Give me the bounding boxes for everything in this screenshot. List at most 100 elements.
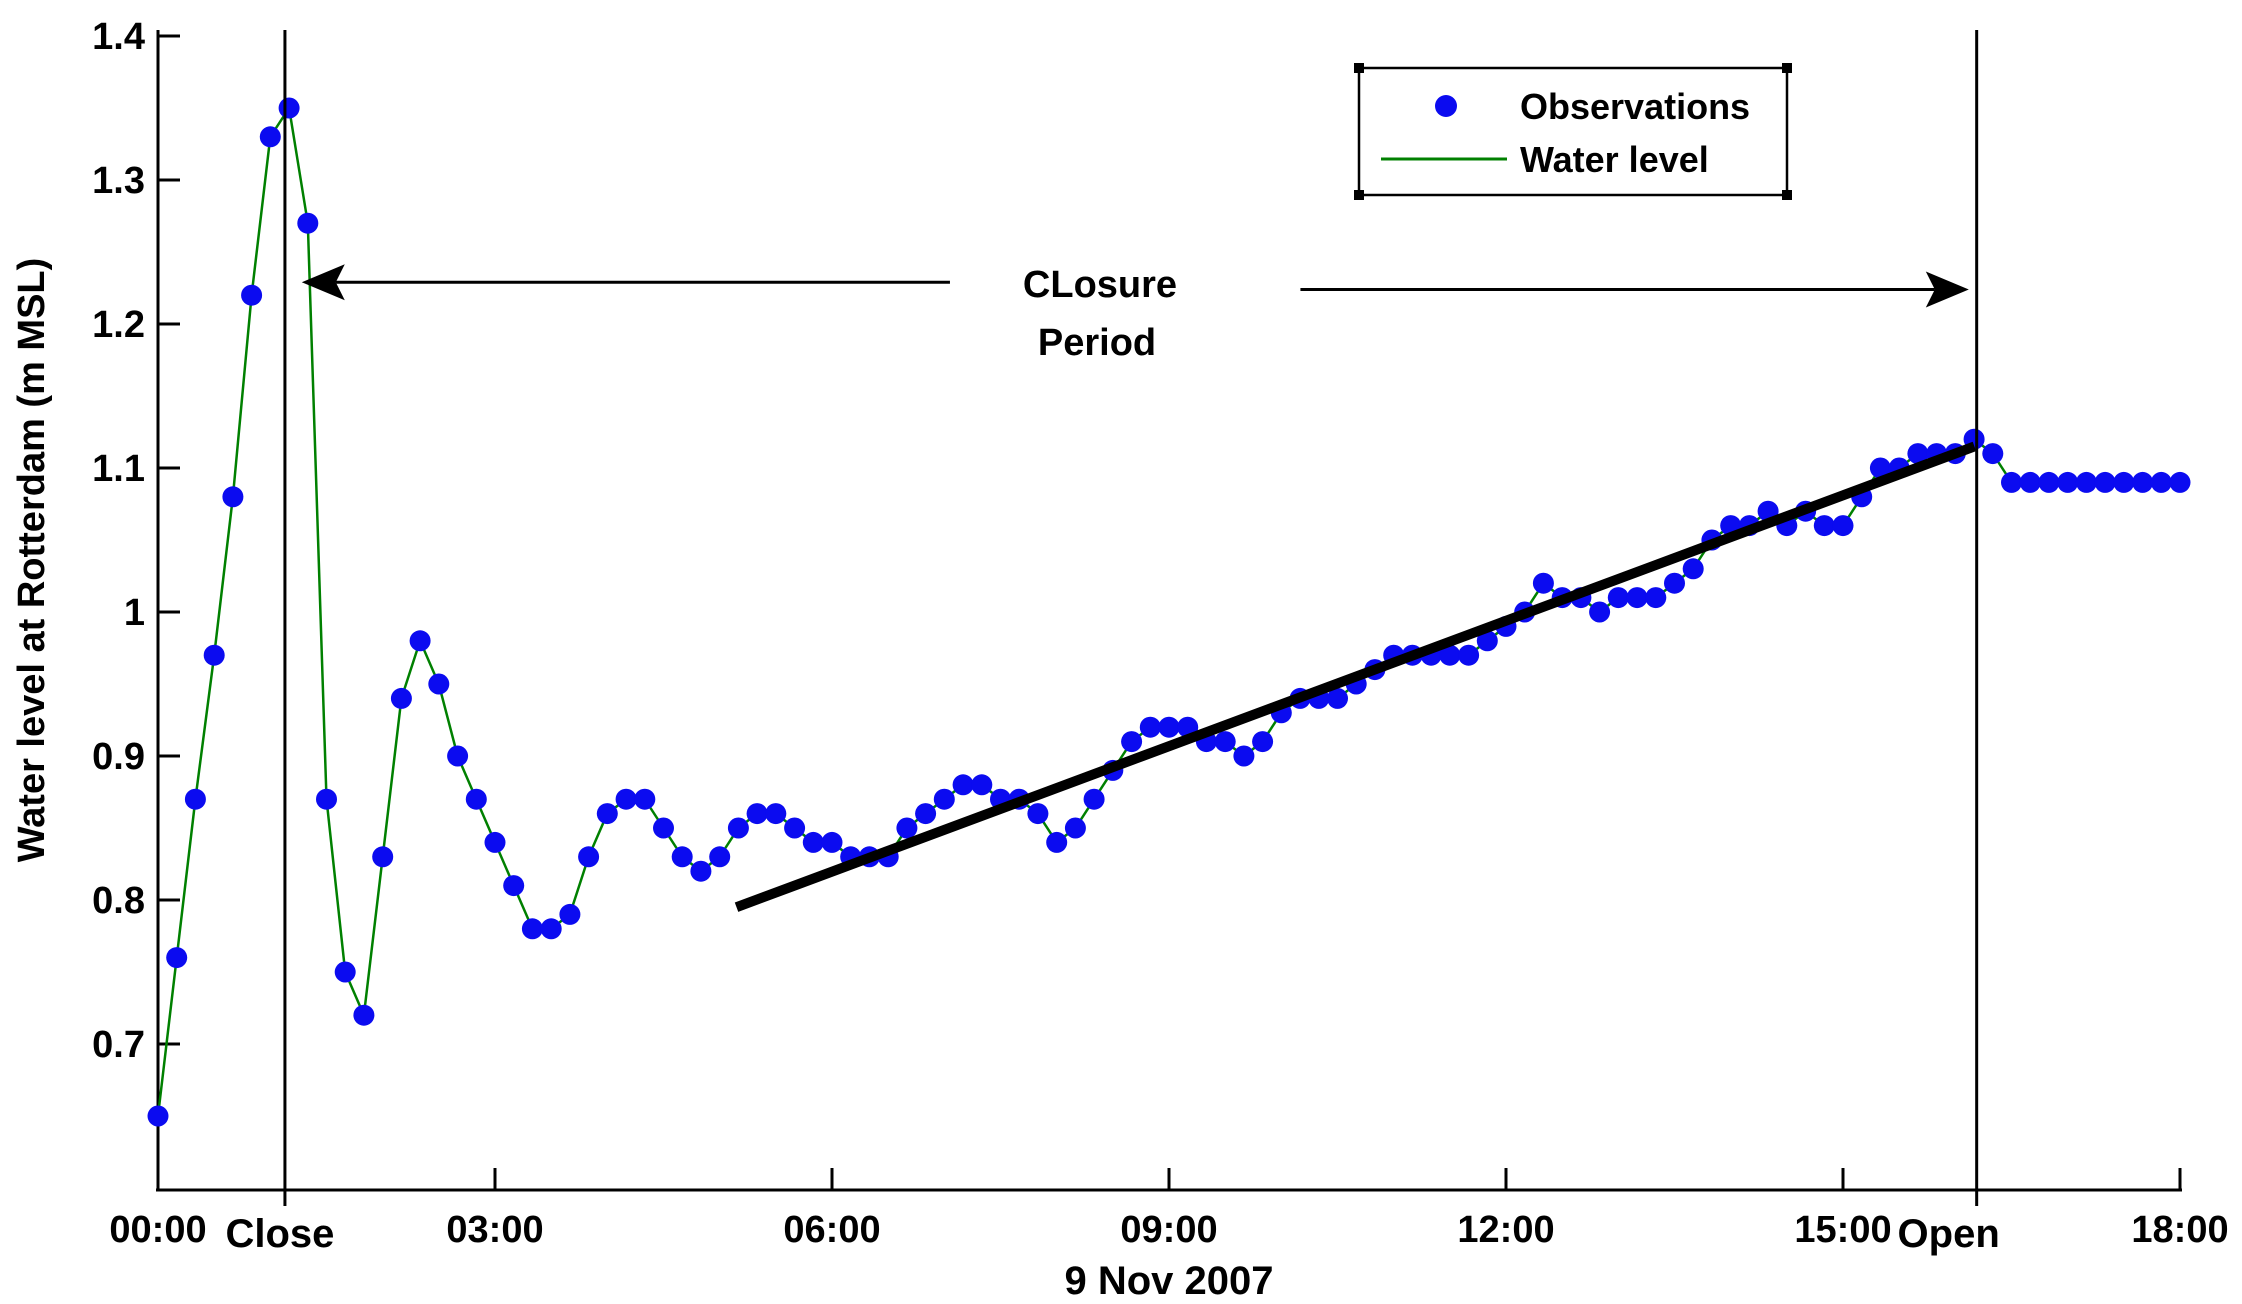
observation-point — [690, 860, 712, 882]
observation-point — [390, 687, 412, 709]
observation-point — [1869, 457, 1891, 479]
observation-point — [278, 97, 300, 119]
observation-point — [2057, 471, 2079, 493]
observation-point — [372, 846, 394, 868]
observation-point — [1589, 601, 1611, 623]
observation-point — [1139, 716, 1161, 738]
observation-point — [484, 831, 506, 853]
legend-corner-nub-bl — [1354, 190, 1364, 200]
annotation-layer: Close Open — [225, 30, 2000, 1256]
y-axis-title: Water level at Rotterdam (m MSL) — [11, 258, 53, 863]
observation-point — [1645, 587, 1667, 609]
observation-point — [578, 846, 600, 868]
observation-point — [2132, 471, 2154, 493]
x-tick-label: 18:00 — [2131, 1209, 2228, 1251]
legend-waterlevel-label: Water level — [1520, 139, 1709, 180]
observation-point — [241, 284, 263, 306]
observation-point — [784, 817, 806, 839]
x-tick-label: 06:00 — [783, 1209, 880, 1251]
observation-point — [896, 817, 918, 839]
observation-point — [2019, 471, 2041, 493]
observation-point — [1158, 716, 1180, 738]
observation-point — [1327, 687, 1348, 709]
observation-point — [1214, 731, 1236, 753]
observation-point — [1813, 515, 1835, 537]
observation-point — [821, 831, 843, 853]
observation-point — [2113, 471, 2135, 493]
observation-point — [203, 644, 225, 666]
y-tick-label: 1.3 — [92, 160, 145, 202]
observation-point — [1532, 572, 1554, 594]
water-level-line — [156, 104, 2180, 1117]
axes-layer: 0.7 0.8 0.9 1 1.1 1.2 1.3 1.4 00:00 03:00 06:00 09:… — [92, 16, 2228, 1251]
observation-point — [353, 1004, 375, 1026]
x-axis-date-label: 9 Nov 2007 — [1064, 1259, 1273, 1303]
observation-point — [1027, 803, 1049, 825]
x-tick-label: 03:00 — [446, 1209, 543, 1251]
observation-point — [521, 918, 543, 940]
close-event-label: Close — [225, 1212, 334, 1256]
observation-point — [727, 817, 749, 839]
closure-period-text-line2: Period — [1038, 322, 1156, 364]
observation-point — [746, 803, 768, 825]
y-tick-label: 0.8 — [92, 880, 145, 922]
observation-point — [559, 903, 581, 925]
observation-point — [1233, 745, 1255, 767]
observation-point — [2169, 471, 2191, 493]
observation-point — [334, 961, 356, 983]
observation-point — [1607, 587, 1629, 609]
observation-point — [634, 788, 656, 810]
observation-point — [1832, 515, 1854, 537]
y-tick-label: 1.4 — [92, 16, 145, 58]
observation-point — [1121, 731, 1143, 753]
observation-point — [1458, 644, 1480, 666]
y-tick-label: 1.1 — [92, 448, 145, 490]
observation-point — [765, 803, 787, 825]
observation-point — [671, 846, 693, 868]
observation-point — [1476, 630, 1498, 652]
y-tick-label: 0.9 — [92, 736, 145, 778]
observation-point — [465, 788, 487, 810]
observation-point — [409, 630, 431, 652]
observation-point — [933, 788, 955, 810]
y-tick-label: 1.2 — [92, 304, 145, 346]
observation-point — [503, 875, 525, 897]
observation-point — [915, 803, 937, 825]
observation-point — [2150, 471, 2172, 493]
observation-point — [147, 1105, 169, 1127]
observation-point — [184, 788, 206, 810]
observation-point — [447, 745, 469, 767]
y-tick-label: 0.7 — [92, 1024, 145, 1066]
observation-point — [1982, 443, 2004, 465]
closure-period-text-line1: CLosure — [1023, 264, 1177, 306]
observation-point — [2038, 471, 2060, 493]
x-tick-label: 12:00 — [1457, 1209, 1554, 1251]
observation-point — [166, 947, 188, 969]
observation-point — [1046, 831, 1068, 853]
legend-observations-marker-icon — [1435, 95, 1457, 117]
observation-point — [615, 788, 637, 810]
observation-point — [802, 831, 824, 853]
legend-observations-label: Observations — [1520, 86, 1750, 127]
open-event-label: Open — [1898, 1212, 2000, 1256]
observation-point — [259, 126, 281, 148]
left-arrowhead-icon — [301, 264, 345, 301]
observation-point — [2075, 471, 2097, 493]
observation-point — [1626, 587, 1648, 609]
observation-point — [1664, 572, 1685, 594]
observation-point — [971, 774, 993, 796]
observation-point — [540, 918, 562, 940]
legend-corner-nub-br — [1782, 190, 1792, 200]
legend: Observations Water level — [1354, 63, 1792, 200]
legend-corner-nub-tl — [1354, 63, 1364, 73]
observation-point — [297, 212, 319, 234]
observation-point — [596, 803, 618, 825]
series-layer — [147, 97, 2191, 1127]
observation-point — [952, 774, 974, 796]
observation-point — [709, 846, 731, 868]
observation-point — [222, 486, 244, 508]
y-tick-label: 1 — [124, 592, 145, 634]
observation-point — [1064, 817, 1086, 839]
